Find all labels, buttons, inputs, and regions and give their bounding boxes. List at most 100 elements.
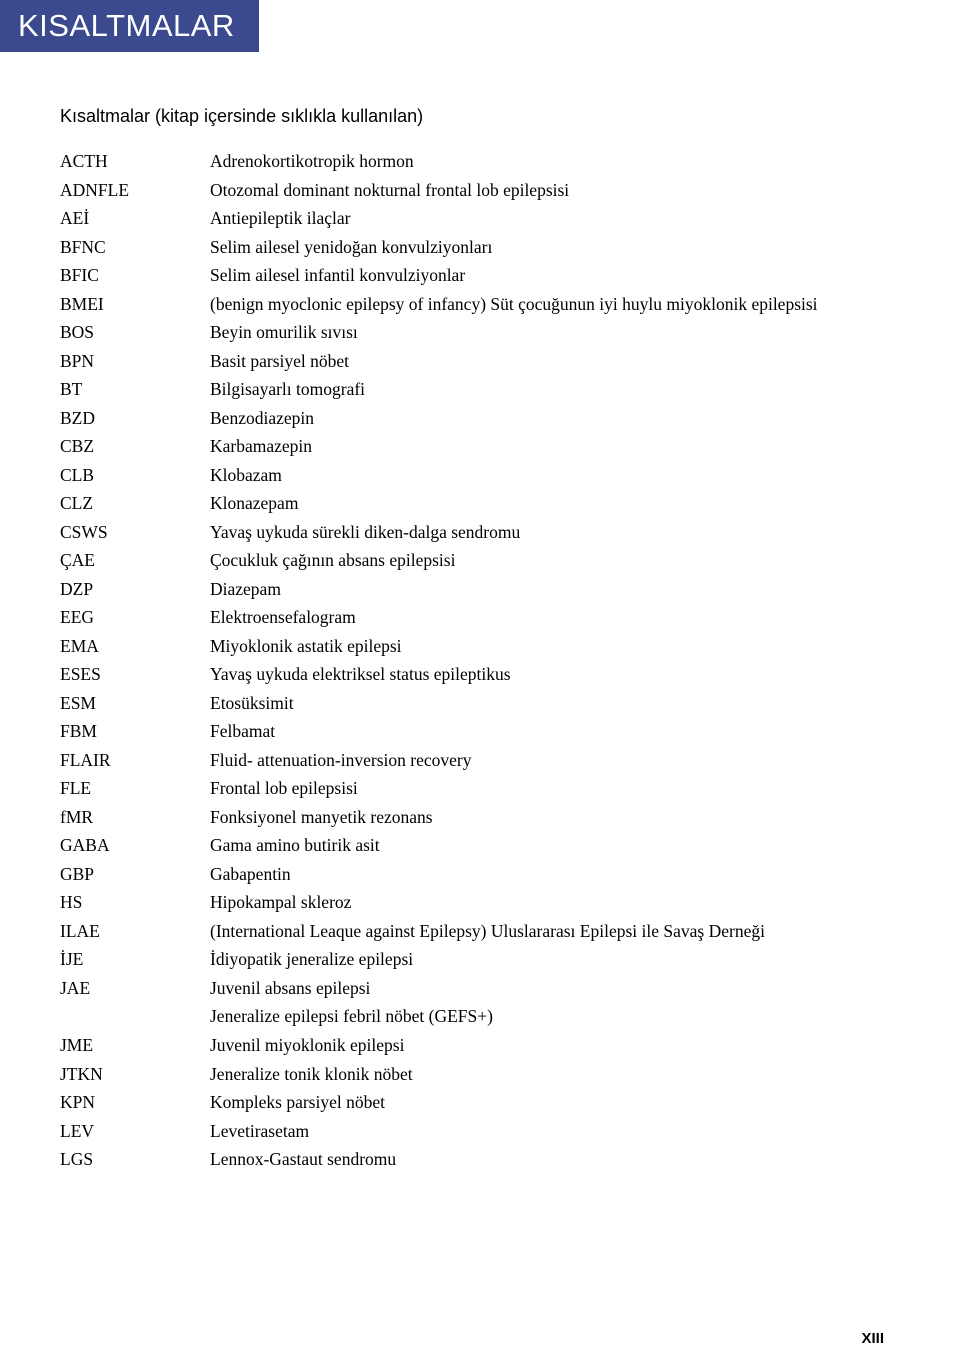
page-header: KISALTMALAR	[0, 0, 259, 52]
abbr-definition: Felbamat	[210, 717, 900, 746]
abbr-code: BFNC	[60, 233, 210, 262]
abbr-definition: Klonazepam	[210, 489, 900, 518]
abbr-code: LEV	[60, 1117, 210, 1146]
abbr-code: ILAE	[60, 917, 210, 946]
abbr-definition: Gama amino butirik asit	[210, 831, 900, 860]
table-row: FLAIRFluid- attenuation-inversion recove…	[60, 746, 900, 775]
table-row: ESMEtosüksimit	[60, 689, 900, 718]
abbr-code: DZP	[60, 575, 210, 604]
table-row: ÇAEÇocukluk çağının absans epilepsisi	[60, 546, 900, 575]
abbr-definition: Karbamazepin	[210, 432, 900, 461]
abbr-definition: Juvenil absans epilepsi	[210, 974, 900, 1003]
abbr-definition: Etosüksimit	[210, 689, 900, 718]
abbr-definition: Yavaş uykuda elektriksel status epilepti…	[210, 660, 900, 689]
content-area: Kısaltmalar (kitap içersinde sıklıkla ku…	[0, 52, 960, 1194]
abbr-code: BT	[60, 375, 210, 404]
abbr-definition: Klobazam	[210, 461, 900, 490]
abbr-definition: Otozomal dominant nokturnal frontal lob …	[210, 176, 900, 205]
abbr-definition: Jeneralize epilepsi febril nöbet (GEFS+)	[210, 1002, 900, 1031]
abbr-definition: Gabapentin	[210, 860, 900, 889]
table-row: BFICSelim ailesel infantil konvulziyonla…	[60, 261, 900, 290]
table-row: BOSBeyin omurilik sıvısı	[60, 318, 900, 347]
abbr-code: BFIC	[60, 261, 210, 290]
table-row: İJEİdiyopatik jeneralize epilepsi	[60, 945, 900, 974]
abbr-code: BPN	[60, 347, 210, 376]
table-row: FBMFelbamat	[60, 717, 900, 746]
abbr-definition: Fonksiyonel manyetik rezonans	[210, 803, 900, 832]
table-row: CSWSYavaş uykuda sürekli diken-dalga sen…	[60, 518, 900, 547]
abbr-code: KPN	[60, 1088, 210, 1117]
table-row: BPNBasit parsiyel nöbet	[60, 347, 900, 376]
abbr-definition: Jeneralize tonik klonik nöbet	[210, 1060, 900, 1089]
abbr-definition: Kompleks parsiyel nöbet	[210, 1088, 900, 1117]
abbr-definition: (benign myoclonic epilepsy of infancy) S…	[210, 290, 900, 319]
table-row: JAEJuvenil absans epilepsi	[60, 974, 900, 1003]
table-row: JMEJuvenil miyoklonik epilepsi	[60, 1031, 900, 1060]
abbr-code: EEG	[60, 603, 210, 632]
abbr-code: ACTH	[60, 147, 210, 176]
table-row: fMRFonksiyonel manyetik rezonans	[60, 803, 900, 832]
table-row: CLBKlobazam	[60, 461, 900, 490]
abbr-definition: Diazepam	[210, 575, 900, 604]
table-row: KPNKompleks parsiyel nöbet	[60, 1088, 900, 1117]
abbr-definition: Miyoklonik astatik epilepsi	[210, 632, 900, 661]
abbr-code: EMA	[60, 632, 210, 661]
table-row: GABAGama amino butirik asit	[60, 831, 900, 860]
table-row: JTKNJeneralize tonik klonik nöbet	[60, 1060, 900, 1089]
subtitle: Kısaltmalar (kitap içersinde sıklıkla ku…	[60, 106, 900, 127]
abbr-code: LGS	[60, 1145, 210, 1174]
abbreviations-table: ACTHAdrenokortikotropik hormonADNFLEOtoz…	[60, 147, 900, 1174]
abbr-code	[60, 1002, 210, 1031]
table-row: EEGElektroensefalogram	[60, 603, 900, 632]
abbr-code: BOS	[60, 318, 210, 347]
abbr-code: ADNFLE	[60, 176, 210, 205]
abbr-code: İJE	[60, 945, 210, 974]
abbr-code: CLB	[60, 461, 210, 490]
abbr-code: CLZ	[60, 489, 210, 518]
page-number: XIII	[861, 1330, 884, 1347]
abbr-code: FBM	[60, 717, 210, 746]
table-row: AEİAntiepileptik ilaçlar	[60, 204, 900, 233]
abbr-definition: Lennox-Gastaut sendromu	[210, 1145, 900, 1174]
header-title: KISALTMALAR	[18, 8, 235, 43]
abbr-definition: Basit parsiyel nöbet	[210, 347, 900, 376]
table-row: ACTHAdrenokortikotropik hormon	[60, 147, 900, 176]
table-row: ILAE(International Leaque against Epilep…	[60, 917, 900, 946]
abbr-definition: İdiyopatik jeneralize epilepsi	[210, 945, 900, 974]
abbr-code: fMR	[60, 803, 210, 832]
table-row: LGSLennox-Gastaut sendromu	[60, 1145, 900, 1174]
table-row: GBPGabapentin	[60, 860, 900, 889]
abbr-code: GABA	[60, 831, 210, 860]
abbr-code: FLE	[60, 774, 210, 803]
table-row: EMAMiyoklonik astatik epilepsi	[60, 632, 900, 661]
table-row: BMEI(benign myoclonic epilepsy of infanc…	[60, 290, 900, 319]
abbr-code: AEİ	[60, 204, 210, 233]
table-row: DZPDiazepam	[60, 575, 900, 604]
abbr-code: BMEI	[60, 290, 210, 319]
abbr-code: ESES	[60, 660, 210, 689]
abbr-definition: Juvenil miyoklonik epilepsi	[210, 1031, 900, 1060]
abbr-code: JAE	[60, 974, 210, 1003]
abbr-code: JME	[60, 1031, 210, 1060]
table-row: Jeneralize epilepsi febril nöbet (GEFS+)	[60, 1002, 900, 1031]
table-row: BZDBenzodiazepin	[60, 404, 900, 433]
abbr-definition: Fluid- attenuation-inversion recovery	[210, 746, 900, 775]
table-row: FLEFrontal lob epilepsisi	[60, 774, 900, 803]
abbr-definition: Çocukluk çağının absans epilepsisi	[210, 546, 900, 575]
abbr-definition: Frontal lob epilepsisi	[210, 774, 900, 803]
abbr-definition: Selim ailesel yenidoğan konvulziyonları	[210, 233, 900, 262]
table-row: ADNFLEOtozomal dominant nokturnal fronta…	[60, 176, 900, 205]
abbr-definition: Hipokampal skleroz	[210, 888, 900, 917]
abbr-definition: Bilgisayarlı tomografi	[210, 375, 900, 404]
table-row: CBZKarbamazepin	[60, 432, 900, 461]
abbr-code: ÇAE	[60, 546, 210, 575]
table-row: ESESYavaş uykuda elektriksel status epil…	[60, 660, 900, 689]
abbr-definition: Levetirasetam	[210, 1117, 900, 1146]
abbr-code: FLAIR	[60, 746, 210, 775]
abbr-definition: Adrenokortikotropik hormon	[210, 147, 900, 176]
abbr-code: JTKN	[60, 1060, 210, 1089]
abbr-code: HS	[60, 888, 210, 917]
abbr-definition: (International Leaque against Epilepsy) …	[210, 917, 900, 946]
abbr-code: BZD	[60, 404, 210, 433]
abbr-code: ESM	[60, 689, 210, 718]
